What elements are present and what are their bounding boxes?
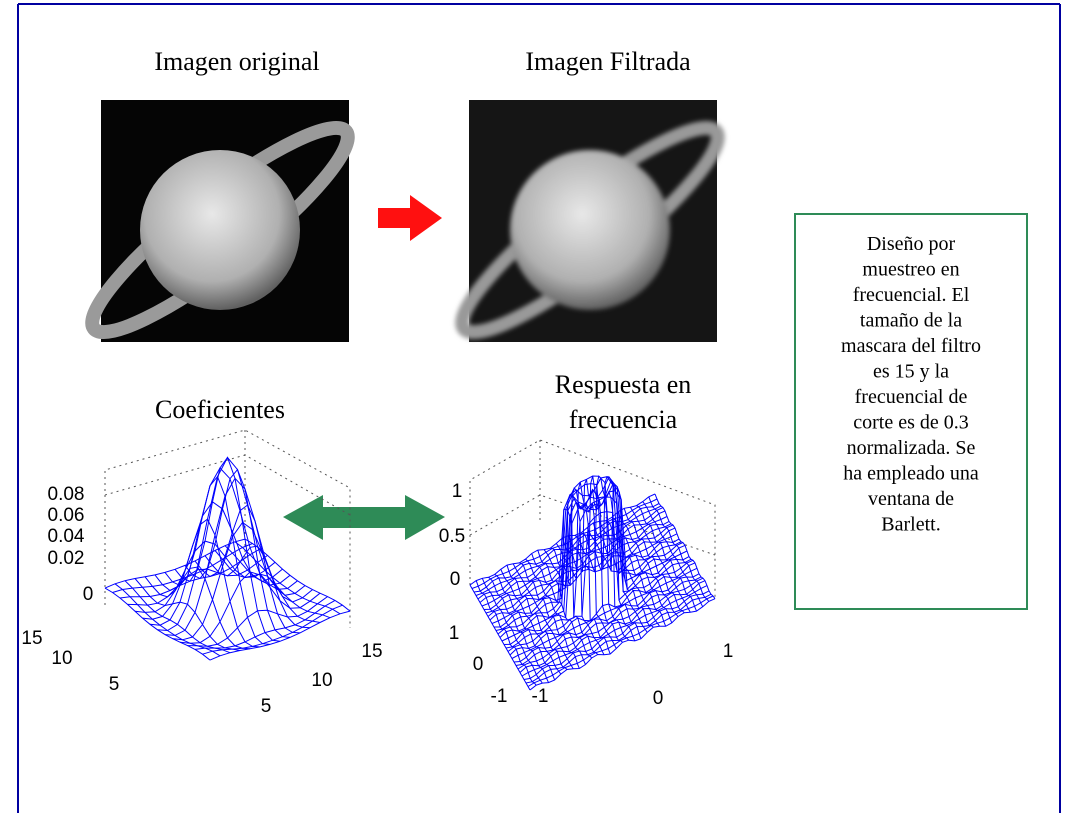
mesh-line	[244, 538, 351, 612]
tick-label: 1	[452, 481, 463, 502]
image-filtered	[455, 100, 725, 342]
mesh-line	[555, 481, 617, 649]
mesh-line	[481, 578, 543, 684]
title: frecuencia	[569, 405, 678, 434]
tick-label: 15	[21, 628, 42, 649]
mesh-line	[517, 577, 704, 670]
mesh-line	[617, 511, 679, 617]
mesh-line	[469, 584, 531, 691]
mesh-line	[599, 521, 660, 627]
note-line: corte es de 0.3	[853, 412, 969, 434]
tick-label: 10	[311, 670, 332, 691]
mesh-line	[104, 587, 211, 661]
mesh-line	[234, 541, 341, 615]
mesh-line	[214, 550, 321, 623]
mesh-line	[224, 545, 331, 619]
mesh-line	[636, 505, 697, 612]
mesh-line	[154, 518, 261, 648]
tick-label: 0.08	[48, 484, 85, 505]
mesh-line	[529, 598, 716, 691]
mesh-line	[562, 479, 623, 643]
tick-label: 0	[83, 584, 94, 605]
mesh-line	[592, 522, 654, 628]
image-original	[85, 100, 355, 342]
tick-label: 0.04	[48, 526, 85, 547]
mesh-line	[586, 484, 648, 633]
mesh-line	[580, 476, 642, 639]
tick-label: 0	[450, 569, 461, 590]
mesh-line	[568, 475, 630, 641]
tick-label: 0	[473, 654, 484, 675]
tick-label: 5	[109, 674, 120, 695]
mesh-line	[114, 583, 221, 657]
mesh-line	[519, 562, 580, 669]
note-line: mascara del filtro	[841, 335, 981, 357]
mesh-line	[550, 487, 611, 655]
mesh-line	[531, 553, 593, 659]
note-line: muestreo en	[862, 259, 959, 281]
tick-label: 15	[361, 641, 382, 662]
tick-label: 0.5	[439, 526, 465, 547]
mesh-line	[611, 516, 673, 623]
tick-label: -1	[491, 686, 508, 707]
note-line: Barlett.	[881, 514, 940, 536]
mesh-line	[525, 558, 586, 665]
mesh-line	[623, 508, 685, 614]
note-line: frecuencial de	[855, 386, 968, 408]
tick-label: 10	[51, 648, 72, 669]
mesh-line	[629, 506, 691, 613]
tick-label: 5	[261, 696, 272, 717]
note-box	[794, 213, 1028, 610]
tick-label: 0	[653, 688, 664, 709]
note-line: normalizada. Se	[847, 437, 976, 459]
mesh-line	[174, 456, 281, 642]
mesh-line	[605, 520, 667, 627]
mesh-line	[144, 566, 251, 650]
red-arrow	[378, 195, 442, 241]
note-line: ha empleado una	[843, 463, 979, 485]
mesh-line	[642, 501, 704, 607]
tick-label: 1	[449, 623, 460, 644]
frame	[17, 3, 1061, 813]
mesh-line	[512, 563, 574, 670]
mesh-line	[149, 467, 291, 626]
note-line: Diseño por	[867, 233, 956, 255]
mesh-line	[475, 580, 537, 686]
mesh-line	[184, 468, 291, 638]
tick-label: 1	[723, 641, 734, 662]
note-line: tamaño de la	[860, 310, 962, 332]
mesh-line	[519, 580, 706, 673]
mesh-line	[488, 576, 549, 683]
mesh-line	[194, 504, 301, 634]
mesh-line	[134, 578, 241, 651]
note-line: frecuencial. El	[853, 284, 970, 306]
mesh-line	[494, 573, 556, 681]
mesh-line	[164, 475, 271, 645]
mesh-line	[527, 595, 714, 687]
mesh-line	[648, 496, 710, 602]
mesh-line	[654, 493, 716, 599]
note-line: ventana de	[868, 488, 954, 510]
mesh-line	[543, 494, 605, 656]
green-double-arrow	[283, 495, 445, 540]
mesh-line	[124, 580, 231, 654]
title: Respuesta en	[555, 370, 691, 399]
tick-label: 0.02	[48, 548, 85, 569]
tick-label: 0.06	[48, 505, 85, 526]
tick-label: -1	[532, 686, 549, 707]
mesh-line	[204, 545, 311, 629]
mesh-line	[500, 569, 562, 675]
title: Coeficientes	[155, 395, 285, 424]
title: Imagen original	[154, 47, 319, 76]
title: Imagen Filtrada	[525, 47, 691, 76]
axes-box	[104, 429, 716, 628]
mesh-line	[127, 554, 268, 606]
note-line: es 15 y la	[873, 361, 949, 383]
mesh-line	[506, 564, 568, 670]
mesh-line	[142, 501, 283, 620]
mesh-line	[164, 477, 306, 636]
